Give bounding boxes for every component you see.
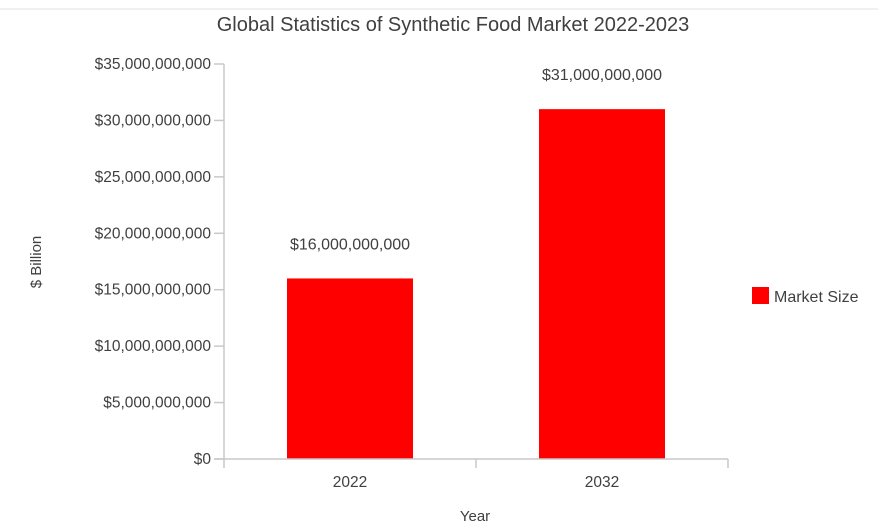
- y-axis-ticks: $0 $5,000,000,000 $10,000,000,000 $15,000,0…: [95, 56, 224, 468]
- data-label-2022: $16,000,000,000: [290, 236, 410, 253]
- y-tick-label: $10,000,000,000: [95, 338, 212, 355]
- y-tick-label: $5,000,000,000: [103, 395, 211, 412]
- x-tick-label: 2022: [333, 474, 367, 491]
- y-tick-label: $20,000,000,000: [95, 225, 212, 242]
- y-tick-label: $0: [194, 451, 212, 468]
- data-label-2032: $31,000,000,000: [542, 67, 662, 84]
- legend-swatch: [752, 287, 769, 304]
- x-axis-ticks: 2022 2032: [223, 459, 729, 491]
- x-tick-label: 2032: [585, 474, 619, 491]
- y-axis-title: $ Billion: [28, 236, 45, 289]
- y-tick-label: $25,000,000,000: [95, 169, 212, 186]
- bars-group: $16,000,000,000 $31,000,000,000: [287, 67, 665, 460]
- bar-2032: [539, 109, 665, 460]
- chart-title: Global Statistics of Synthetic Food Mark…: [217, 14, 689, 36]
- y-tick-label: $35,000,000,000: [95, 56, 212, 73]
- x-axis-title: Year: [460, 508, 490, 525]
- y-tick-label: $30,000,000,000: [95, 112, 212, 129]
- y-tick-label: $15,000,000,000: [95, 282, 212, 299]
- bar-2022: [287, 278, 413, 459]
- legend-label: Market Size: [774, 289, 859, 306]
